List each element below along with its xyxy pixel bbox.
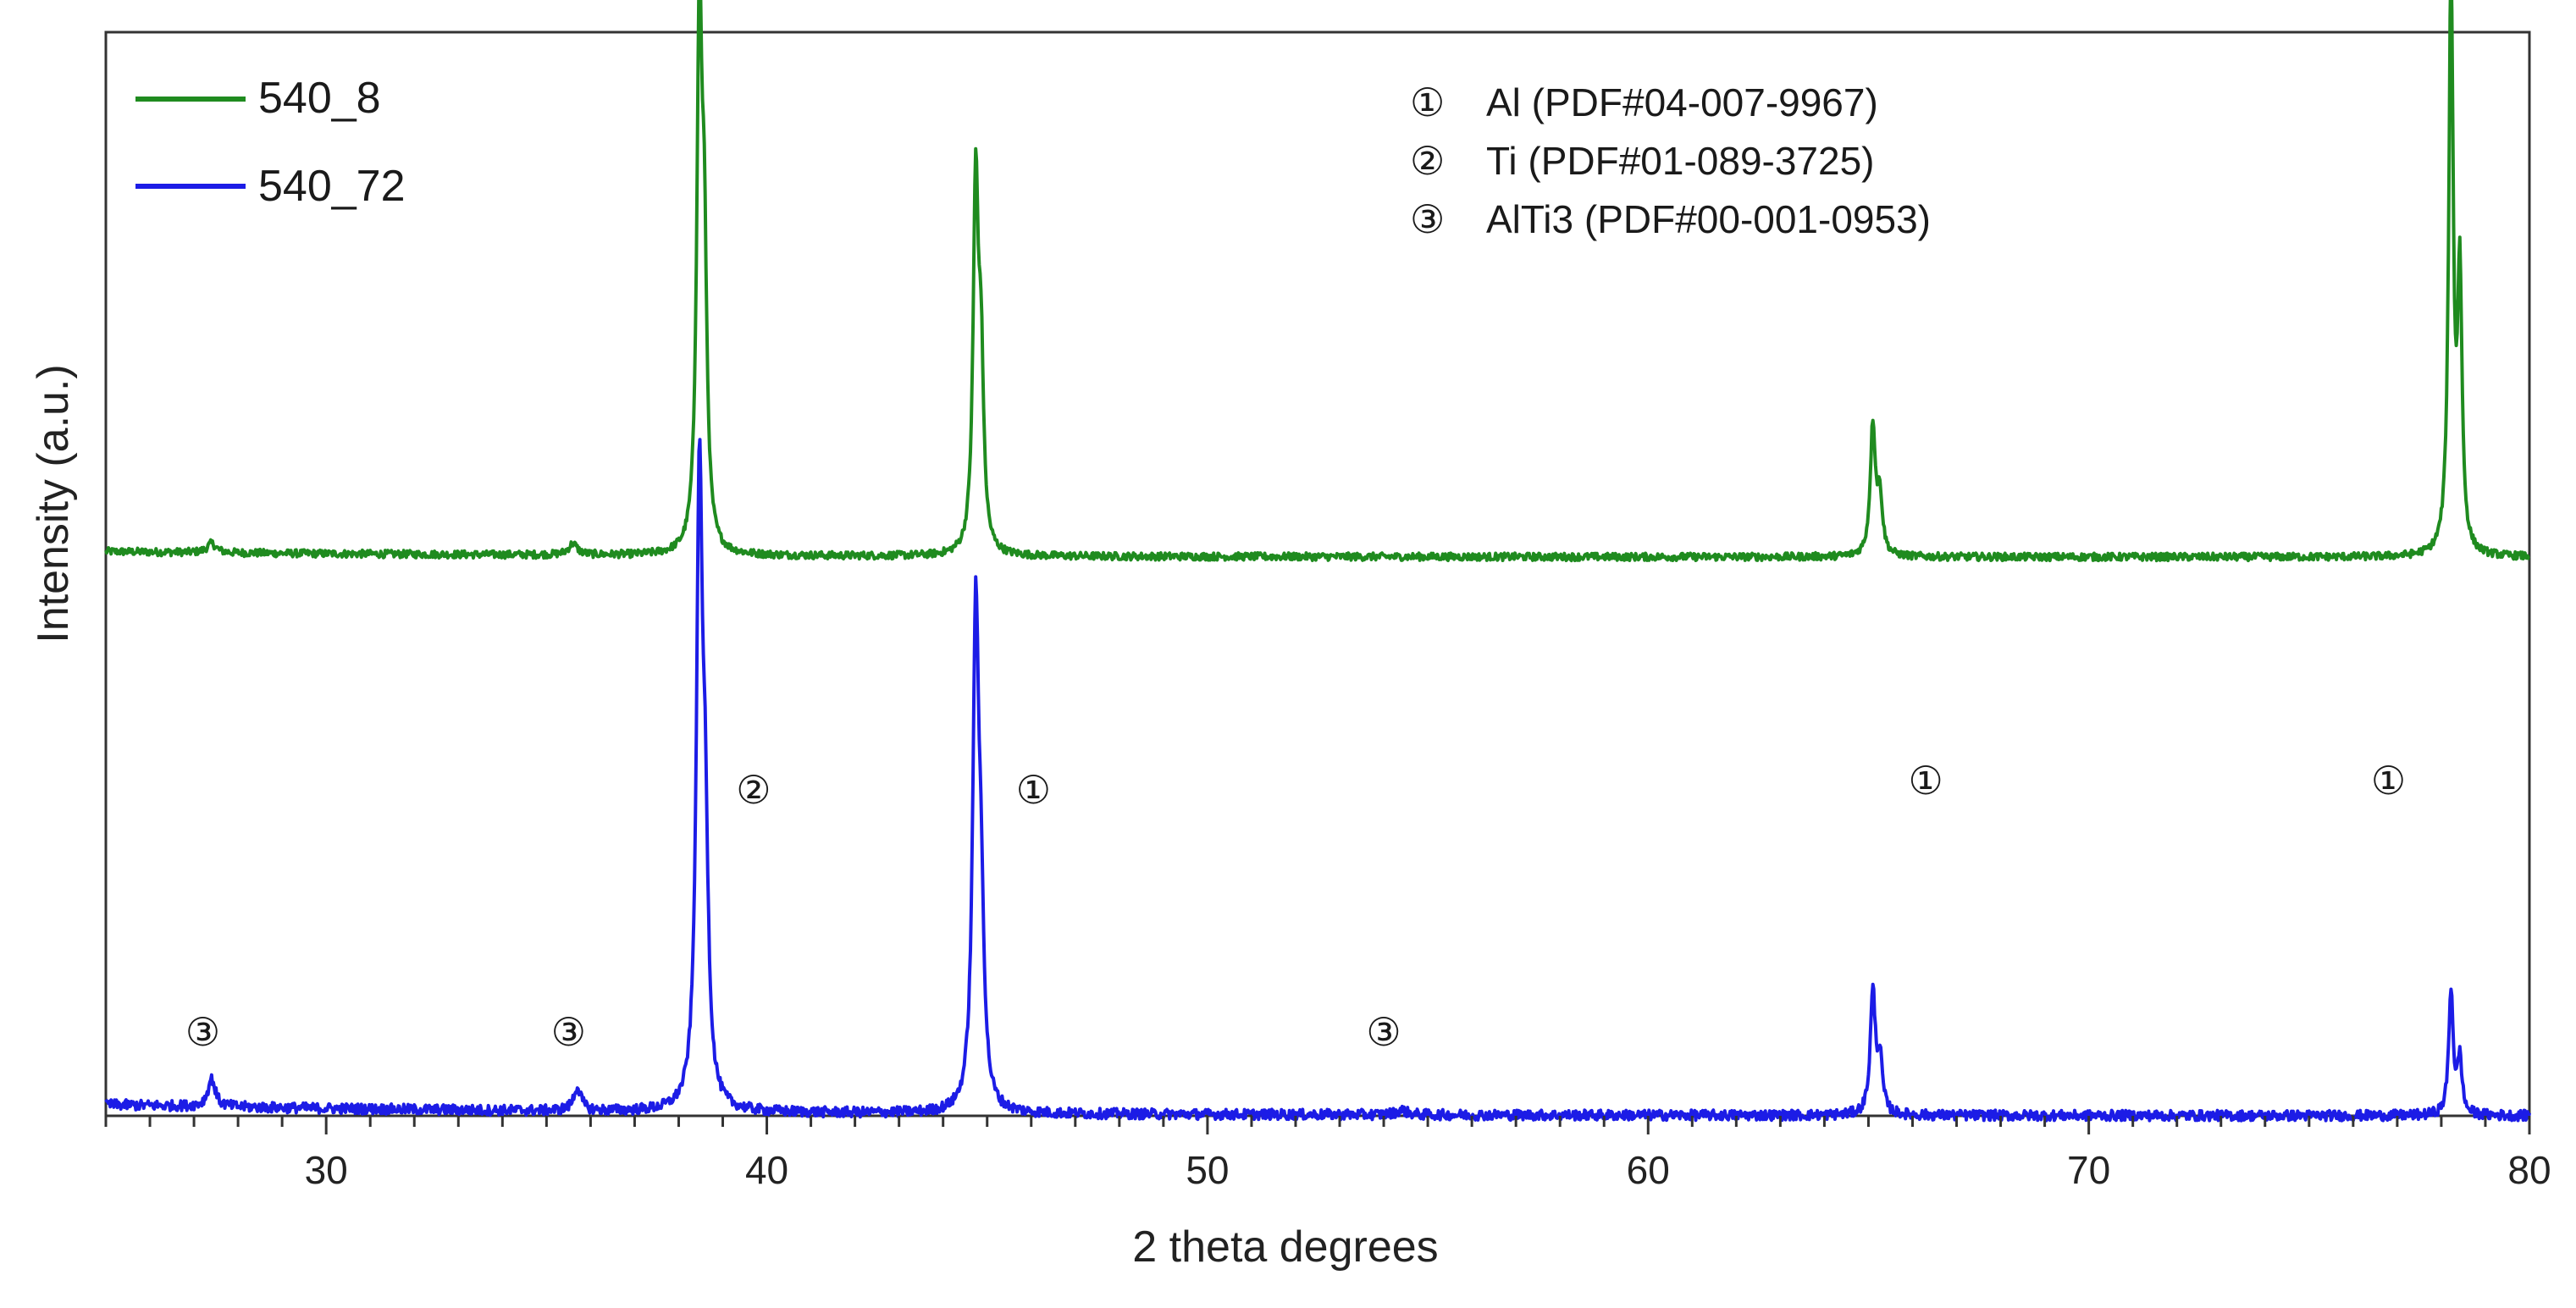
legend-label-540-72: 540_72	[258, 162, 406, 211]
y-axis-title: Intensity (a.u.)	[29, 364, 78, 643]
phase-label-alti3: AlTi3 (PDF#00-001-0953)	[1486, 197, 1931, 241]
x-tick-label: 60	[1627, 1148, 1670, 1192]
peak-marker: ①	[2371, 759, 2406, 803]
x-tick-label: 50	[1186, 1148, 1229, 1192]
phase-marker-al: ①	[1410, 80, 1445, 124]
peak-marker: ③	[551, 1010, 586, 1054]
x-tick-label: 70	[2067, 1148, 2110, 1192]
peak-marker: ①	[1016, 768, 1051, 812]
peak-marker: ①	[1908, 759, 1943, 803]
peak-marker: ②	[736, 768, 771, 812]
phase-legend: ① Al (PDF#04-007-9967) ② Ti (PDF#01-089-…	[1410, 80, 1931, 241]
peak-marker: ③	[1366, 1010, 1401, 1054]
x-axis-ticks: 30 40 50 60 70 80	[104, 1116, 2551, 1192]
phase-marker-ti: ②	[1410, 139, 1445, 183]
peak-markers: ② ① ① ① ③ ③ ③	[185, 759, 2406, 1054]
x-tick-label: 40	[745, 1148, 788, 1192]
series-legend: 540_8 540_72	[135, 74, 406, 211]
plot-frame	[104, 30, 2531, 1118]
series-line-540-72	[104, 438, 2531, 1123]
legend-label-540-8: 540_8	[258, 74, 381, 123]
series-layer	[104, 0, 2531, 1123]
x-tick-label: 80	[2507, 1148, 2551, 1192]
phase-label-al: Al (PDF#04-007-9967)	[1486, 80, 1878, 124]
x-axis-title: 2 theta degrees	[1132, 1222, 1438, 1272]
series-line-540-8	[104, 0, 2530, 563]
peak-marker: ③	[185, 1010, 220, 1054]
phase-marker-alti3: ③	[1410, 197, 1445, 241]
phase-label-ti: Ti (PDF#01-089-3725)	[1486, 139, 1875, 183]
x-tick-label: 30	[305, 1148, 348, 1192]
